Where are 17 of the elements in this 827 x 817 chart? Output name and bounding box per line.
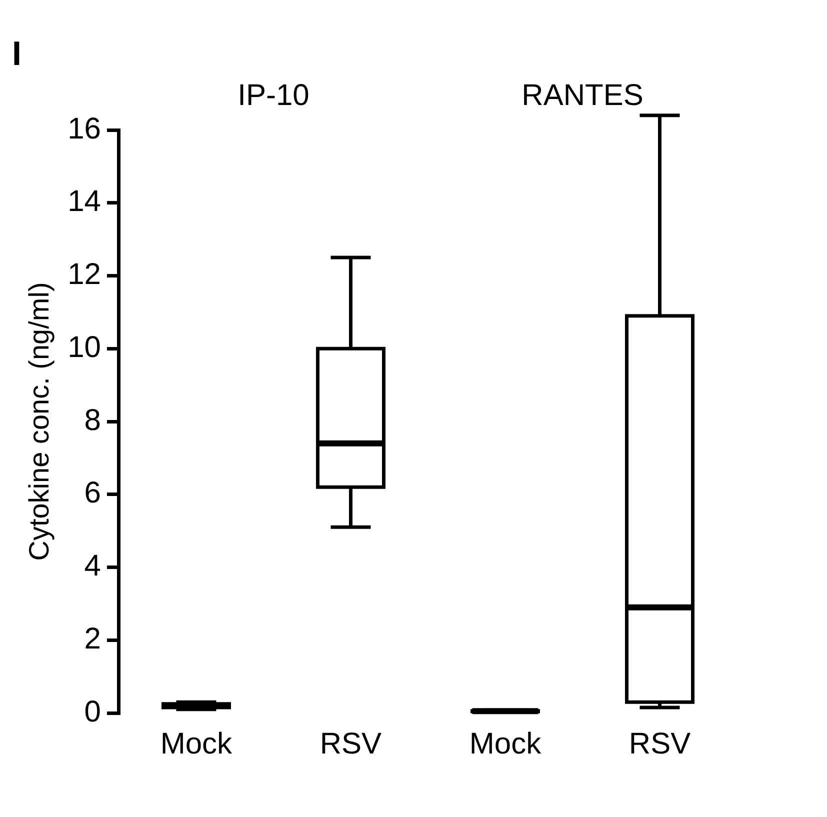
x-tick-label: RSV [628,727,691,760]
text: RANTES [522,79,644,112]
y-tick-label: 14 [68,185,101,218]
y-tick-label: 12 [68,258,101,292]
text: IP-10 [238,79,310,112]
x-tick-label: Mock [469,727,542,760]
y-tick-label: 2 [84,622,101,656]
y-tick-label: 10 [68,330,101,364]
y-tick-label: 0 [84,695,101,728]
x-tick-label: Mock [160,727,234,760]
y-tick-label: 4 [84,550,101,583]
text: I [12,35,22,73]
y-axis-title: Cytokine conc. (ng/ml) [24,282,55,561]
y-tick-label: 6 [84,476,101,510]
y-tick-label: 16 [68,112,101,146]
x-tick-label: RSV [320,727,382,760]
y-tick-label: 8 [84,404,101,437]
